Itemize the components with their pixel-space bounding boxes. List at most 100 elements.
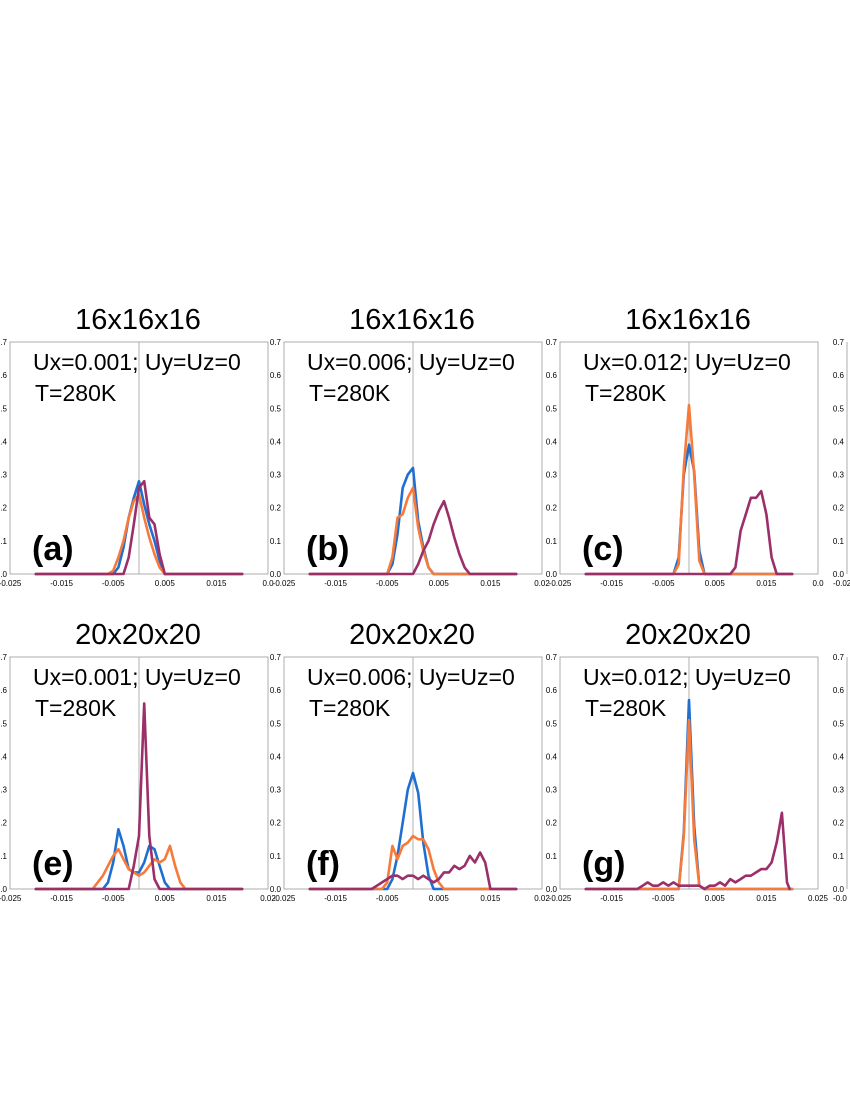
panel-title: 16x16x16	[75, 304, 201, 336]
y-tick-label: 0.2	[833, 504, 845, 513]
y-tick-label: 0.5	[546, 719, 558, 728]
y-tick-label: 0.4	[833, 752, 845, 761]
y-tick-label: 0.3	[833, 471, 845, 480]
temperature-annotation: T=280K	[35, 695, 117, 721]
x-tick-label: -0.025	[273, 894, 296, 903]
x-tick-label: 0.005	[155, 579, 176, 588]
series-line-2	[308, 834, 518, 891]
y-tick-label: 0.7	[833, 338, 845, 347]
y-tick-label: 0.1	[0, 852, 8, 861]
y-tick-label: 0.5	[270, 719, 282, 728]
y-tick-label: 0.3	[0, 786, 8, 795]
y-tick-label: 0.6	[546, 371, 558, 380]
series-line-3	[308, 499, 518, 576]
y-tick-label: 0.5	[270, 404, 282, 413]
y-tick-label: 0.3	[0, 471, 8, 480]
x-tick-label: -0.015	[324, 894, 347, 903]
parameters-annotation: Ux=0.001; Uy=Uz=0	[33, 349, 241, 375]
series-line-1	[34, 828, 244, 891]
series-line-3	[34, 702, 244, 891]
y-tick-label: 0.1	[0, 537, 8, 546]
x-tick-label: 0.025	[808, 894, 829, 903]
partial-axis-row2: 0.7 0.6 0.5 0.4 0.3 0.2 0.1 0.0-0.0	[833, 653, 848, 903]
series-line-1	[34, 479, 244, 576]
panel-c: 16x16x16 0.0 0.1 0.2 0.3 0.4 0.5 0.6 0.7 -0.025 -0…	[546, 304, 824, 588]
x-tick-label: -0.025	[549, 579, 572, 588]
y-tick-label: 0.1	[833, 537, 845, 546]
x-tick-label: 0.0	[812, 579, 824, 588]
series-line-3	[584, 489, 794, 576]
temperature-annotation: T=280K	[35, 380, 117, 406]
series-line-3	[308, 851, 518, 891]
panel-title: 16x16x16	[625, 304, 751, 336]
x-tick-label: -0.015	[600, 579, 623, 588]
y-tick-label: 0.2	[0, 819, 8, 828]
y-tick-label: 0.6	[546, 686, 558, 695]
y-tick-label: 0.6	[270, 686, 282, 695]
x-tick-label: 0.005	[155, 894, 176, 903]
x-tick-label: -0.0	[833, 894, 847, 903]
parameters-annotation: Ux=0.006; Uy=Uz=0	[307, 664, 515, 690]
x-tick-label: 0.015	[756, 579, 777, 588]
y-tick-label: 0.0	[546, 885, 558, 894]
x-tick-label: -0.02	[833, 579, 850, 588]
series-line-3	[584, 811, 791, 891]
panel-title: 20x20x20	[75, 619, 201, 651]
x-tick-label: -0.005	[652, 894, 675, 903]
y-tick-label: 0.5	[546, 404, 558, 413]
y-tick-label: 0.2	[270, 819, 282, 828]
x-tick-label: 0.02	[534, 894, 550, 903]
x-tick-label: -0.015	[600, 894, 623, 903]
panel-title: 16x16x16	[349, 304, 475, 336]
x-tick-label: 0.015	[206, 579, 227, 588]
y-tick-label: 0.4	[833, 437, 845, 446]
panel-letter: (g)	[582, 845, 625, 883]
y-tick-label: 0.6	[270, 371, 282, 380]
parameters-annotation: Ux=0.001; Uy=Uz=0	[33, 664, 241, 690]
series-line-2	[308, 486, 518, 576]
x-tick-label: -0.025	[0, 894, 22, 903]
y-tick-label: 0.4	[270, 752, 282, 761]
parameters-annotation: Ux=0.012; Uy=Uz=0	[583, 349, 791, 375]
y-tick-label: 0.2	[0, 504, 8, 513]
series-line-2	[34, 844, 244, 891]
parameters-annotation: Ux=0.006; Uy=Uz=0	[307, 349, 515, 375]
x-tick-label: 0.015	[480, 579, 501, 588]
x-tick-label: 0.005	[429, 894, 450, 903]
x-tick-label: 0.005	[705, 894, 726, 903]
temperature-annotation: T=280K	[309, 695, 391, 721]
y-tick-label: 0.0	[270, 570, 282, 579]
y-tick-label: 0.0	[270, 885, 282, 894]
panel-title: 20x20x20	[349, 619, 475, 651]
y-tick-label: 0.4	[270, 437, 282, 446]
x-tick-label: 0.02	[260, 894, 276, 903]
y-tick-label: 0.3	[270, 786, 282, 795]
x-tick-label: 0.005	[705, 579, 726, 588]
y-tick-label: 0.3	[270, 471, 282, 480]
x-tick-label: -0.025	[273, 579, 296, 588]
y-tick-label: 0.1	[546, 537, 558, 546]
y-tick-label: 0.1	[546, 852, 558, 861]
series-line-3	[34, 479, 244, 576]
y-tick-label: 0.3	[833, 786, 845, 795]
y-tick-label: 0.3	[546, 786, 558, 795]
panel-letter: (b)	[306, 530, 349, 568]
x-tick-label: -0.005	[652, 579, 675, 588]
panel-e: 20x20x20 0.0 0.1 0.2 0.3 0.4 0.5 0.6 0.7 -0.025 -0…	[0, 619, 276, 903]
y-tick-label: 0.4	[546, 752, 558, 761]
x-tick-label: 0.015	[206, 894, 227, 903]
panel-title: 20x20x20	[625, 619, 751, 651]
panel-letter: (e)	[32, 845, 74, 883]
y-tick-label: 0.0	[833, 570, 845, 579]
x-tick-label: 0.005	[429, 579, 450, 588]
y-tick-label: 0.5	[833, 719, 845, 728]
panel-letter: (a)	[32, 530, 74, 568]
x-tick-label: -0.005	[376, 894, 399, 903]
panel-f: 20x20x20 0.0 0.1 0.2 0.3 0.4 0.5 0.6 0.7 -0.025 -0…	[270, 619, 550, 903]
y-tick-label: 0.4	[0, 752, 8, 761]
y-tick-label: 0.2	[833, 819, 845, 828]
x-tick-label: 0.02	[534, 579, 550, 588]
y-tick-label: 0.6	[833, 371, 845, 380]
y-tick-label: 0.1	[270, 537, 282, 546]
